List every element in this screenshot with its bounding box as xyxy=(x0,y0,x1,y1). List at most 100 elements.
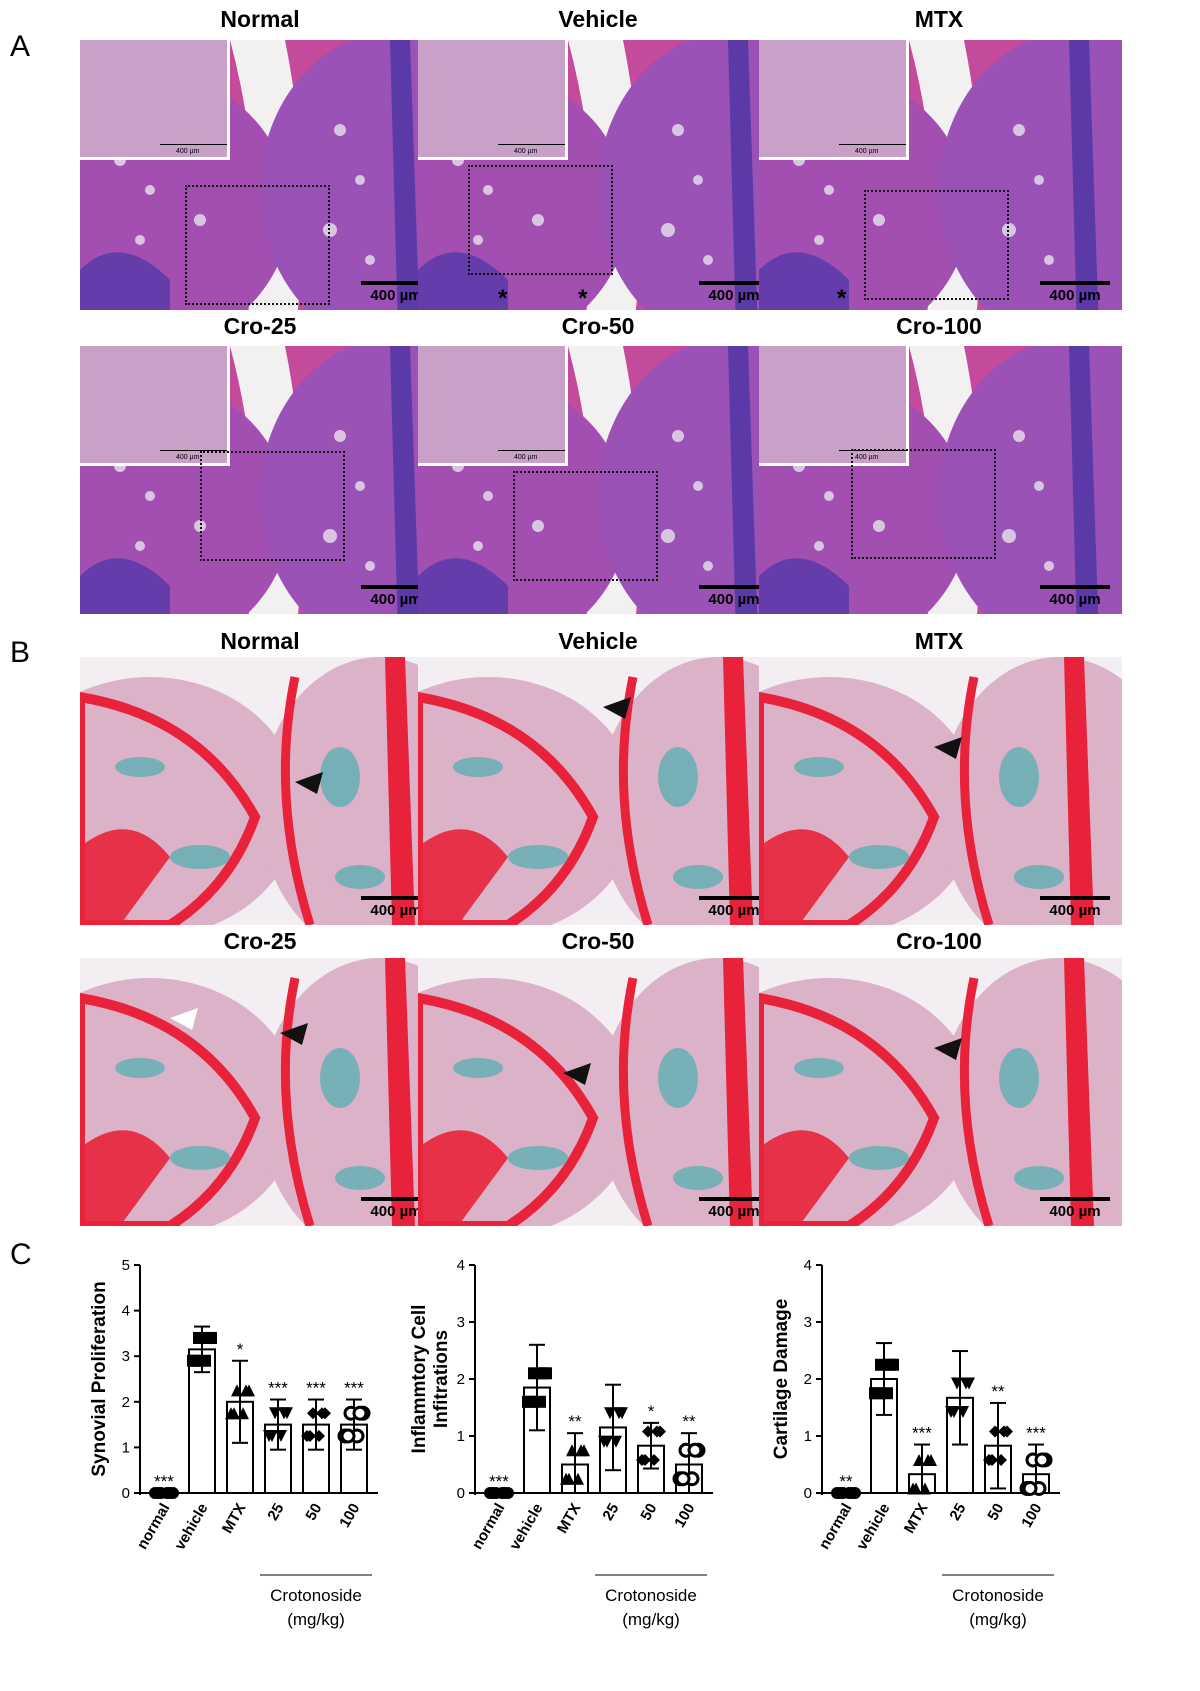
inset-scale-bar xyxy=(839,144,906,145)
data-point xyxy=(948,1406,960,1419)
significance-label: *** xyxy=(268,1379,288,1398)
inset-scale-label: 400 µm xyxy=(514,454,538,461)
y-tick-label: 2 xyxy=(457,1371,465,1388)
group-label: Crotonoside xyxy=(270,1586,362,1605)
y-tick-label: 1 xyxy=(122,1439,130,1456)
title-b-5: Cro-100 xyxy=(896,928,982,954)
title-a-1: Vehicle xyxy=(558,6,638,32)
marker-group xyxy=(869,1358,899,1400)
title-b-1: Vehicle xyxy=(558,628,638,654)
y-tick-label: 0 xyxy=(122,1485,130,1502)
y-tick-label: 4 xyxy=(122,1303,130,1320)
x-tick-label: 25 xyxy=(264,1501,287,1524)
y-tick-label: 2 xyxy=(122,1394,130,1411)
title-a-3: Cro-25 xyxy=(223,313,297,339)
scale-label: 400 µm xyxy=(708,902,760,919)
he-micrograph-1: 400 µm 400 µm xyxy=(418,40,781,310)
scale-label: 400 µm xyxy=(1049,902,1101,919)
data-point xyxy=(563,1472,575,1485)
y-tick-label: 0 xyxy=(457,1485,465,1502)
safranin-micrograph-3: 400 µm xyxy=(80,958,443,1226)
he-inset-0: 400 µm xyxy=(80,40,230,160)
y-tick-label: 5 xyxy=(122,1257,130,1274)
data-point xyxy=(910,1482,922,1495)
x-tick-label: MTX xyxy=(554,1501,585,1537)
significance-label: *** xyxy=(154,1472,174,1491)
title-b-2: MTX xyxy=(914,628,964,654)
data-point xyxy=(228,1407,240,1420)
significance-label: *** xyxy=(306,1379,326,1398)
scale-bar: 400 µm xyxy=(361,585,431,608)
arrowhead-icon xyxy=(295,772,323,794)
data-point xyxy=(995,1453,1007,1466)
x-tick-label: MTX xyxy=(901,1501,932,1537)
data-point xyxy=(919,1482,931,1495)
scale-bar: 400 µm xyxy=(699,281,769,304)
scale-label: 400 µm xyxy=(1049,591,1101,608)
data-point xyxy=(846,1487,858,1499)
data-point xyxy=(639,1453,651,1466)
scale-label: 400 µm xyxy=(370,287,422,304)
data-point xyxy=(164,1487,176,1499)
group-unit: (mg/kg) xyxy=(287,1610,345,1629)
data-point xyxy=(675,1471,691,1487)
inset-scale-bar xyxy=(160,450,227,451)
significance-label: *** xyxy=(489,1472,509,1491)
data-point xyxy=(998,1425,1010,1438)
safranin-micrograph-0: 400 µm xyxy=(80,657,443,925)
he-inset-2: 400 µm xyxy=(759,40,909,160)
marker-group xyxy=(484,1487,514,1499)
marker-group xyxy=(149,1487,179,1499)
bar xyxy=(188,1348,216,1494)
group-label: Crotonoside xyxy=(952,1586,1044,1605)
data-point xyxy=(922,1453,934,1466)
marker-group xyxy=(301,1407,331,1442)
data-point xyxy=(499,1487,511,1499)
group-unit: (mg/kg) xyxy=(622,1610,680,1629)
significance-label: *** xyxy=(344,1379,364,1398)
data-point xyxy=(648,1453,660,1466)
marker-group xyxy=(945,1377,975,1419)
data-point xyxy=(269,1407,281,1420)
data-point xyxy=(304,1430,316,1442)
scale-bar: 400 µm xyxy=(1040,1197,1110,1220)
data-point xyxy=(152,1487,164,1499)
he-micrograph-2: 400 µm 400 µm xyxy=(759,40,1122,310)
panel-letter-a: A xyxy=(10,30,31,63)
scale-label: 400 µm xyxy=(370,591,422,608)
he-inset-5: 400 µm xyxy=(759,346,909,466)
data-point xyxy=(687,1442,703,1458)
panel-letter-b: B xyxy=(10,636,31,669)
y-tick-label: 1 xyxy=(804,1428,812,1445)
x-tick-label: 25 xyxy=(599,1501,622,1524)
arrowhead-icon xyxy=(934,1038,962,1060)
x-tick-label: 50 xyxy=(637,1501,660,1524)
significance-label: ** xyxy=(682,1412,696,1431)
data-point xyxy=(487,1487,499,1499)
data-point xyxy=(1022,1480,1038,1496)
data-point xyxy=(340,1428,356,1444)
title-a-4: Cro-50 xyxy=(561,313,635,339)
data-point xyxy=(266,1430,278,1442)
data-point xyxy=(986,1453,998,1466)
he-micrograph-0: 400 µm 400 µm xyxy=(80,40,443,310)
data-point xyxy=(307,1407,319,1420)
data-point xyxy=(834,1487,846,1499)
erosion-asterisk: * xyxy=(837,285,847,312)
data-point xyxy=(190,1354,202,1367)
y-axis-label: Synovial Proliferation xyxy=(89,1281,110,1476)
y-tick-label: 3 xyxy=(457,1314,465,1331)
panel-letter-c: C xyxy=(10,1238,32,1271)
marker-group xyxy=(1019,1452,1053,1496)
y-tick-label: 1 xyxy=(457,1428,465,1445)
data-point xyxy=(313,1430,325,1442)
data-point xyxy=(951,1377,963,1390)
scale-bar: 400 µm xyxy=(1040,896,1110,919)
scale-label: 400 µm xyxy=(370,1203,422,1220)
zoom-region-box xyxy=(513,471,658,581)
safranin-micrograph-2: 400 µm xyxy=(759,657,1122,925)
significance-label: ** xyxy=(991,1382,1005,1401)
scale-bar: 400 µm xyxy=(699,585,769,608)
safranin-micrograph-5: 400 µm xyxy=(759,958,1122,1226)
